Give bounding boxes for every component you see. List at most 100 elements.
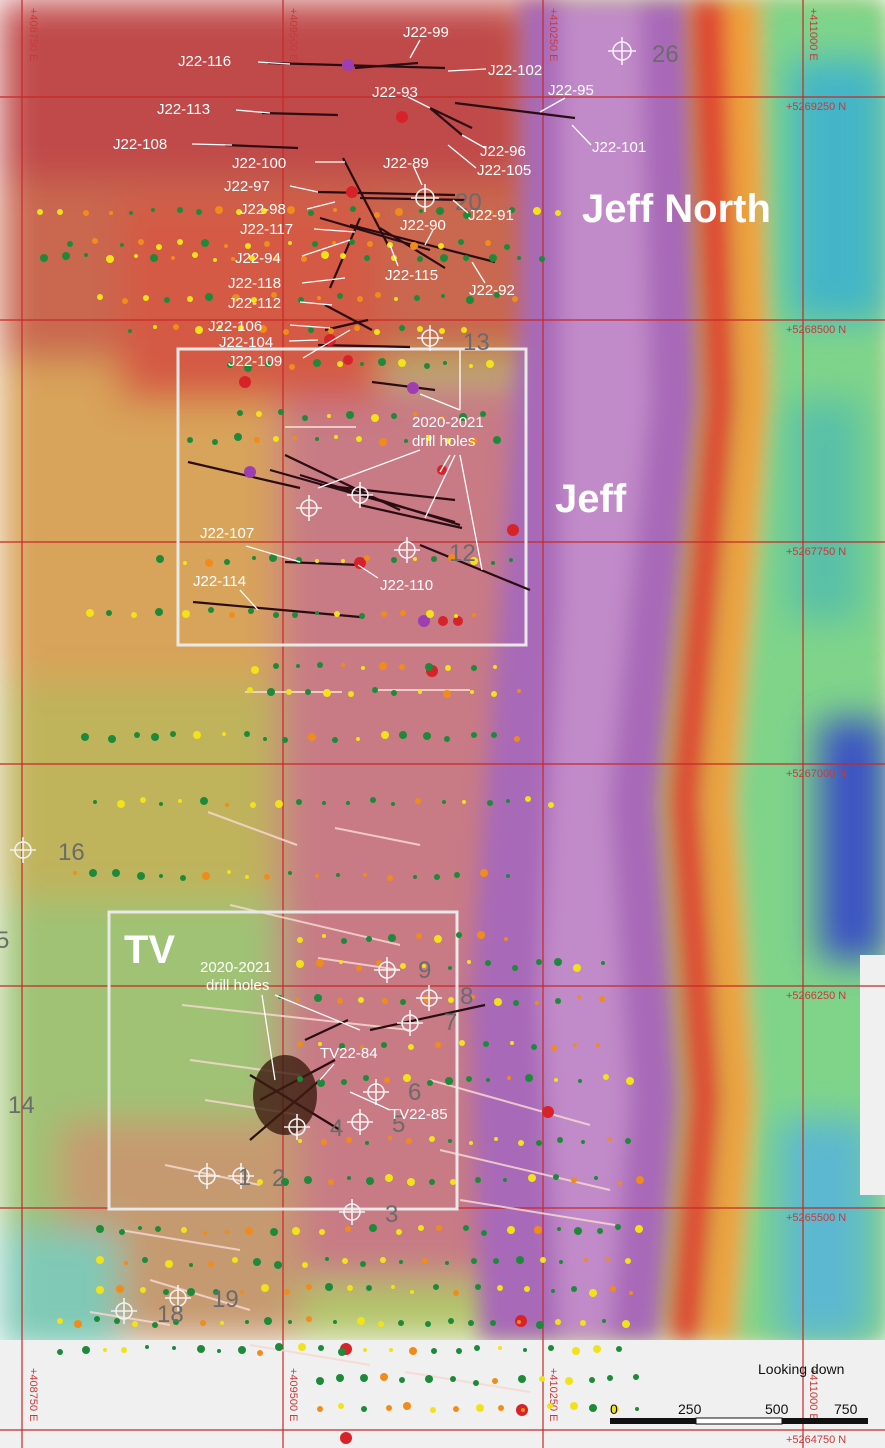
target-icon [347,1109,373,1135]
sample-point [182,610,190,618]
sample-point [536,1140,542,1146]
easting-label: +410250 E [547,8,559,62]
sample-point [385,1174,393,1182]
sample-point [296,960,304,968]
target-icon [411,184,439,212]
sample-point [629,1291,633,1295]
sample-point [589,1404,597,1412]
sample-point [244,731,250,737]
sample-point [302,415,308,421]
sample-point [536,959,542,965]
sample-point [322,934,326,938]
sample-point [416,933,422,939]
sample-point [269,554,277,562]
sample-point [317,1406,323,1412]
sample-point [273,436,279,442]
sample-point [359,613,365,619]
sample-point [625,1138,631,1144]
sample-point [318,1345,324,1351]
sample-point [297,937,303,943]
sample-point [333,1320,337,1324]
sample-point [96,1225,104,1233]
sample-point [512,296,518,302]
target-icon [10,837,36,863]
sample-point [213,258,217,262]
hole-label: J22-92 [469,282,515,299]
sample-point [475,1177,481,1183]
sample-point [403,1074,411,1082]
sample-point [109,211,113,215]
sample-point [456,932,462,938]
sample-point [97,294,103,300]
sample-point [231,257,235,261]
target-icon [347,482,373,508]
sample-point [106,255,114,263]
sample-point [366,1177,374,1185]
sample-point [431,556,437,562]
sample-point [514,736,520,742]
sample-point [103,1348,107,1352]
sample-point [399,1260,403,1264]
sample-point [308,327,314,333]
sample-point [551,1289,555,1293]
sample-point [398,1320,404,1326]
sample-point [425,1375,433,1383]
sample-point [138,239,144,245]
sample-point [463,255,469,261]
sample-point [454,614,458,618]
sample-point [74,1320,82,1328]
sample-point [345,1226,351,1232]
sample-point [381,731,389,739]
sample-point [274,1261,282,1269]
area-label-jeff: Jeff [555,477,627,521]
sample-point [338,1403,344,1409]
callout-line-2: drill holes [412,433,475,450]
easting-label: +410250 E [547,1368,559,1422]
sample-point [286,689,292,695]
sample-point [205,559,213,567]
hole-label: J22-104 [219,334,273,351]
sample-point [155,1226,161,1232]
sample-point [414,295,420,301]
view-label: Looking down [758,1361,844,1377]
sample-point [410,242,418,250]
sample-point [298,1343,306,1351]
sample-point [439,328,445,334]
sample-point [339,960,343,964]
sample-point [152,1322,158,1328]
sample-point [506,799,510,803]
target-number: 7 [444,1009,457,1036]
sample-point [177,207,183,213]
sample-point [506,874,510,878]
sample-point [256,411,262,417]
sample-point [423,732,431,740]
sample-point [187,296,193,302]
target-number: 18 [157,1301,184,1328]
sample-point [400,999,406,1005]
sample-point [611,1405,619,1413]
sample-point [264,241,270,247]
sample-point [252,556,256,560]
sample-point [391,802,395,806]
sample-point [301,256,307,262]
callout-line-2: drill holes [206,977,269,994]
target-icon [111,1298,137,1324]
drill-hole-callout-jeff: 2020-2021 drill holes [412,414,484,450]
sample-point [363,1348,367,1352]
sample-point [178,799,182,803]
sample-point [316,1377,324,1385]
sample-point [205,293,213,301]
sample-point [533,207,541,215]
sample-point [245,1227,253,1235]
sample-point [339,1043,345,1049]
sample-point [448,554,456,562]
sample-point [553,1174,559,1180]
target-number: 3 [385,1201,398,1228]
sample-point [436,207,444,215]
sample-point [518,1140,524,1146]
sample-point [308,210,314,216]
sample-point [317,662,323,668]
sample-point [337,293,343,299]
sample-point [293,436,297,440]
